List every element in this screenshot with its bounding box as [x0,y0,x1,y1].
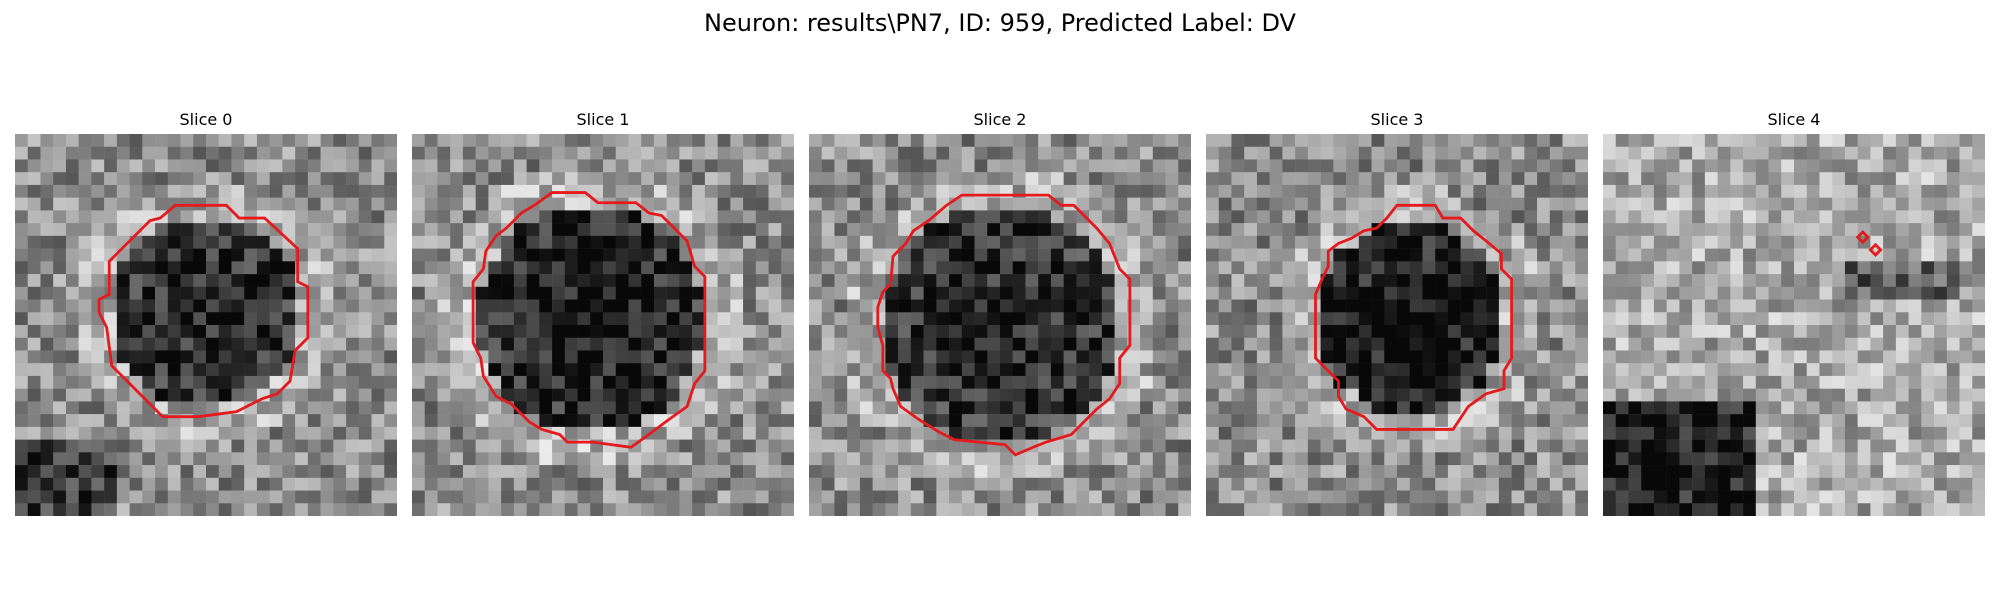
pixel-grid-4 [1603,134,1985,516]
slice-title-4: Slice 4 [1767,110,1821,129]
figure-title: Neuron: results\PN7, ID: 959, Predicted … [704,9,1296,37]
roi-contour-4a [1855,230,1870,245]
slice-title-3: Slice 3 [1370,110,1424,129]
slice-image-3 [1206,134,1588,516]
roi-contour-2 [876,193,1132,457]
pixel-grid-3 [1206,134,1588,516]
slice-image-4 [1603,134,1985,516]
roi-contour-1 [471,191,707,449]
slice-image-0 [15,134,397,516]
pixel-grid-0 [15,134,397,516]
pixel-grid-2 [809,134,1191,516]
slice-panel-4: Slice 4 [1603,110,1985,516]
roi-contour-4b [1868,242,1883,257]
slice-panel-1: Slice 1 [412,110,794,516]
roi-contour-3 [1314,203,1514,431]
slice-title-2: Slice 2 [973,110,1027,129]
roi-contour-0 [97,203,310,419]
slice-panel-2: Slice 2 [809,110,1191,516]
slice-panel-3: Slice 3 [1206,110,1588,516]
slice-panel-0: Slice 0 [15,110,397,516]
pixel-grid-1 [412,134,794,516]
slice-title-0: Slice 0 [179,110,233,129]
slice-title-1: Slice 1 [576,110,630,129]
slice-image-2 [809,134,1191,516]
slice-image-1 [412,134,794,516]
